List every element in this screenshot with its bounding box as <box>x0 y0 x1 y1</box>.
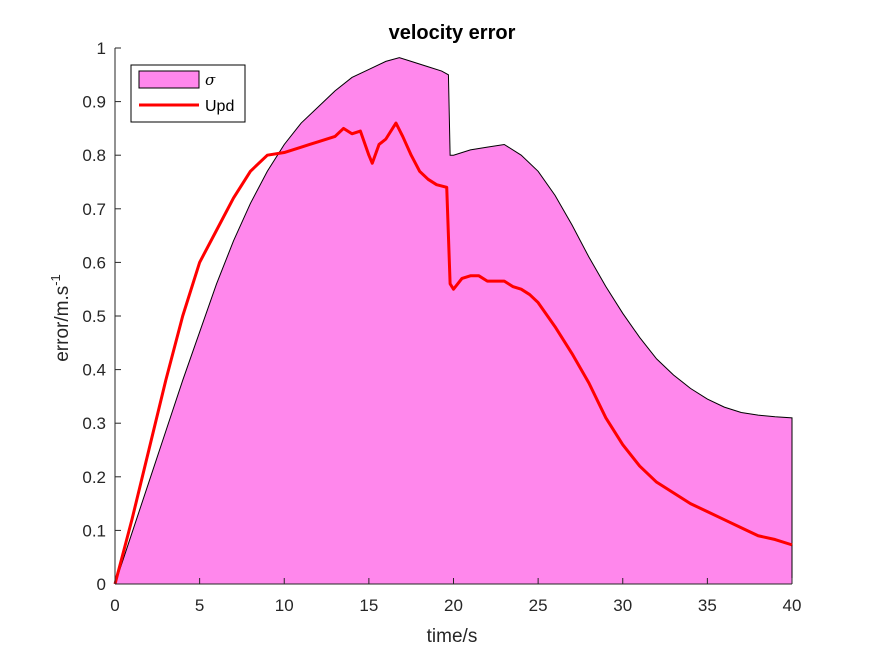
y-tick-label: 0.4 <box>82 361 106 380</box>
x-axis-label: time/s <box>427 626 478 647</box>
sigma-area <box>115 57 792 584</box>
y-tick-label: 0.3 <box>82 414 106 433</box>
x-tick-label: 25 <box>529 596 548 615</box>
x-tick-label: 15 <box>359 596 378 615</box>
y-tick-label: 0.9 <box>82 93 106 112</box>
legend-label-sigma: σ <box>205 71 216 89</box>
legend: σ Upd <box>130 64 246 123</box>
chart-title: velocity error <box>389 22 516 44</box>
y-tick-label: 1 <box>97 39 106 58</box>
x-tick-label: 5 <box>195 596 204 615</box>
y-axis-label: error/m.s <box>52 286 73 362</box>
y-axis-label-group: error/m.s-1 <box>48 274 73 362</box>
y-tick-label: 0.7 <box>82 200 106 219</box>
legend-label-upd: Upd <box>205 98 234 115</box>
y-tick-label: 0 <box>97 575 106 594</box>
legend-swatch-sigma <box>138 70 200 89</box>
x-tick-label: 10 <box>275 596 294 615</box>
x-tick-label: 20 <box>444 596 463 615</box>
y-tick-label: 0.6 <box>82 253 106 272</box>
y-tick-label: 0.5 <box>82 307 106 326</box>
svg-text:error/m.s-1: error/m.s-1 <box>48 274 73 362</box>
y-tick-label: 0.2 <box>82 468 106 487</box>
x-tick-label: 40 <box>783 596 802 615</box>
y-tick-label: 0.8 <box>82 146 106 165</box>
x-tick-label: 30 <box>613 596 632 615</box>
axes: 0 5 10 15 20 25 30 35 40 0 0.1 0.2 0.3 0.4 0.5 0.6 0.7 0.… <box>82 39 801 615</box>
y-tick-label: 0.1 <box>82 521 106 540</box>
sigma-area-edge <box>114 57 793 585</box>
upd-line <box>113 121 793 585</box>
x-tick-label: 0 <box>110 596 119 615</box>
plot-area <box>113 57 793 585</box>
x-tick-label: 35 <box>698 596 717 615</box>
y-axis-label-exponent: -1 <box>48 274 63 286</box>
